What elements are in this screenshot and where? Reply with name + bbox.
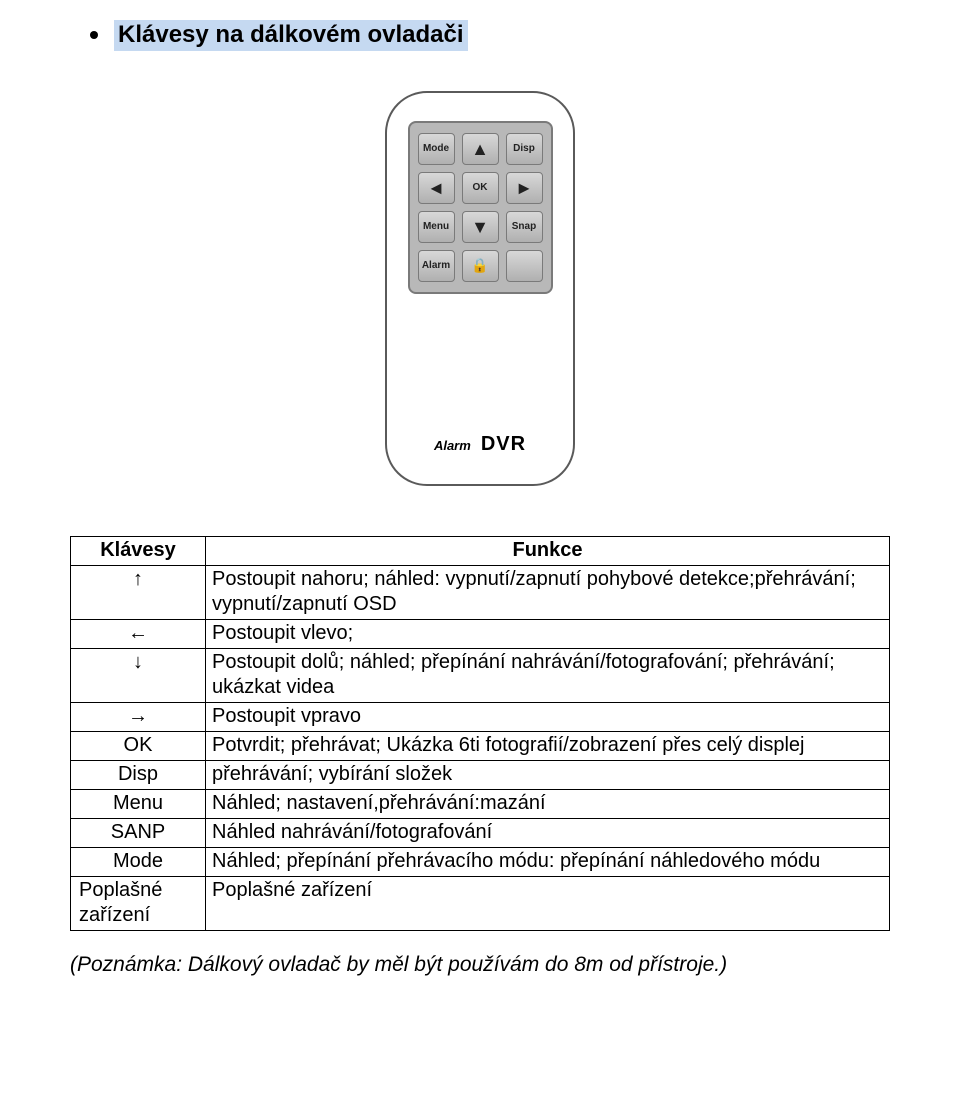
remote-illustration: Mode ▲ Disp ◄ OK ► Menu ▼ Snap Alarm 🔒 A… — [70, 91, 890, 486]
key-down: ▼ — [462, 211, 499, 243]
cell-func: Poplašné zařízení — [206, 876, 890, 930]
lock-icon: 🔒 — [471, 257, 488, 274]
table-row: Mode Náhled; přepínání přehrávacího módu… — [71, 847, 890, 876]
key-mode: Mode — [418, 133, 455, 165]
table-row: Poplašné zařízení Poplašné zařízení — [71, 876, 890, 930]
table-row: → Postoupit vpravo — [71, 702, 890, 731]
arrow-left-icon: ◄ — [427, 179, 445, 197]
cell-key: → — [71, 702, 206, 731]
key-snap: Snap — [506, 211, 543, 243]
arrow-down-icon: ▼ — [471, 218, 489, 236]
cell-key: Menu — [71, 789, 206, 818]
table-row: ↓ Postoupit dolů; náhled; přepínání nahr… — [71, 648, 890, 702]
cell-key: ↓ — [71, 648, 206, 702]
arrow-up-icon: ▲ — [471, 140, 489, 158]
arrow-right-icon: ► — [515, 179, 533, 197]
cell-func: Náhled; přepínání přehrávacího módu: pře… — [206, 847, 890, 876]
key-lock: 🔒 — [462, 250, 499, 282]
cell-func: Postoupit vlevo; — [206, 619, 890, 648]
cell-func: Náhled; nastavení,přehrávání:mazání — [206, 789, 890, 818]
cell-key: Poplašné zařízení — [71, 876, 206, 930]
key-left: ◄ — [418, 172, 455, 204]
page: Klávesy na dálkovém ovladači Mode ▲ Disp… — [0, 0, 960, 1018]
key-alarm: Alarm — [418, 250, 455, 282]
table-row: Menu Náhled; nastavení,přehrávání:mazání — [71, 789, 890, 818]
cell-func: Postoupit dolů; náhled; přepínání nahráv… — [206, 648, 890, 702]
cell-func: Potvrdit; přehrávat; Ukázka 6ti fotograf… — [206, 731, 890, 760]
key-menu: Menu — [418, 211, 455, 243]
cell-func: Postoupit nahoru; náhled: vypnutí/zapnut… — [206, 565, 890, 619]
functions-table: Klávesy Funkce ↑ Postoupit nahoru; náhle… — [70, 536, 890, 931]
cell-key: ← — [71, 619, 206, 648]
remote-label: Alarm DVR — [434, 433, 526, 456]
cell-func: přehrávání; vybírání složek — [206, 760, 890, 789]
col-header-func: Funkce — [206, 536, 890, 565]
key-ok: OK — [462, 172, 499, 204]
heading-row: Klávesy na dálkovém ovladači — [90, 20, 890, 51]
cell-key: SANP — [71, 818, 206, 847]
remote-label-alarm: Alarm — [434, 438, 471, 453]
remote-keypad: Mode ▲ Disp ◄ OK ► Menu ▼ Snap Alarm 🔒 — [408, 121, 553, 294]
cell-key: ↑ — [71, 565, 206, 619]
page-heading: Klávesy na dálkovém ovladači — [114, 20, 468, 51]
key-disp: Disp — [506, 133, 543, 165]
remote-body: Mode ▲ Disp ◄ OK ► Menu ▼ Snap Alarm 🔒 A… — [385, 91, 575, 486]
cell-key: OK — [71, 731, 206, 760]
table-row: ↑ Postoupit nahoru; náhled: vypnutí/zapn… — [71, 565, 890, 619]
table-row: OK Potvrdit; přehrávat; Ukázka 6ti fotog… — [71, 731, 890, 760]
key-right: ► — [506, 172, 543, 204]
cell-func: Náhled nahrávání/fotografování — [206, 818, 890, 847]
key-up: ▲ — [462, 133, 499, 165]
table-header-row: Klávesy Funkce — [71, 536, 890, 565]
remote-label-dvr: DVR — [481, 433, 526, 456]
footnote: (Poznámka: Dálkový ovladač by měl být po… — [70, 951, 890, 978]
bullet-icon — [90, 31, 98, 39]
key-blank — [506, 250, 543, 282]
col-header-keys: Klávesy — [71, 536, 206, 565]
cell-key: Mode — [71, 847, 206, 876]
table-row: ← Postoupit vlevo; — [71, 619, 890, 648]
table-row: SANP Náhled nahrávání/fotografování — [71, 818, 890, 847]
cell-func: Postoupit vpravo — [206, 702, 890, 731]
table-row: Disp přehrávání; vybírání složek — [71, 760, 890, 789]
cell-key: Disp — [71, 760, 206, 789]
